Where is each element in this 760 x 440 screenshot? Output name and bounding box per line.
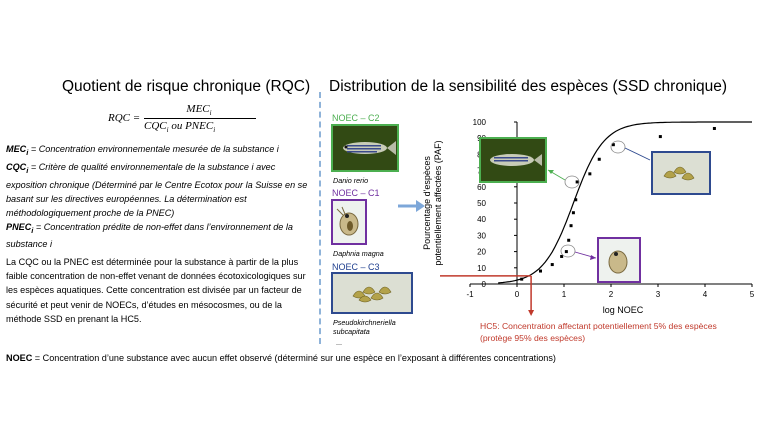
data-point bbox=[564, 250, 568, 254]
data-point bbox=[520, 277, 524, 281]
x-tick-label: 3 bbox=[656, 290, 661, 299]
y-axis-label-line1: Pourcentage d'espèces bbox=[422, 156, 432, 250]
species-pseudokirchneriella: Pseudokirchneriella subcapitata bbox=[333, 318, 396, 336]
photo-label-c2: NOEC – C2 bbox=[332, 113, 380, 123]
definition-mec: MECi = Concentration environnementale me… bbox=[6, 144, 279, 157]
flow-arrow-icon bbox=[398, 200, 425, 212]
formula-denominator: CQCi ou PNECi bbox=[144, 120, 216, 135]
data-point bbox=[658, 135, 662, 139]
data-point bbox=[567, 238, 571, 242]
hc5-line1: HC5: Concentration affectant potentielle… bbox=[480, 321, 717, 331]
y-tick-label: 20 bbox=[477, 248, 486, 257]
data-point bbox=[574, 198, 578, 202]
photo-label-c1: NOEC – C1 bbox=[332, 188, 380, 198]
x-axis-label: log NOEC bbox=[603, 305, 644, 315]
annotation-markers bbox=[547, 140, 651, 260]
inset-photo-daphnia bbox=[597, 237, 641, 283]
y-tick-label: 0 bbox=[482, 280, 487, 289]
x-tick-label: 1 bbox=[562, 290, 567, 299]
panel-divider bbox=[319, 92, 321, 344]
definition-pnec: PNECi = Concentration prédite de non-eff… bbox=[6, 221, 293, 250]
daphnia-image bbox=[333, 201, 365, 243]
y-tick-label: 10 bbox=[477, 264, 486, 273]
y-tick-label: 100 bbox=[473, 118, 487, 127]
explanation-paragraph: La CQC ou la PNEC est déterminée pour la… bbox=[6, 257, 306, 324]
photo-daphnia-magna bbox=[331, 199, 367, 245]
x-tick-label: -1 bbox=[466, 290, 474, 299]
x-tick-label: 0 bbox=[515, 290, 520, 299]
inset-photo-fish bbox=[479, 137, 547, 183]
right-title: Distribution de la sensibilité des espèc… bbox=[329, 78, 728, 95]
y-tick-label: 60 bbox=[477, 183, 486, 192]
left-title: Quotient de risque chronique (RQC) bbox=[62, 78, 311, 95]
photo-label-c3: NOEC – C3 bbox=[332, 262, 380, 272]
chart-plot-area: -10123450102030405060708090100log NOECPo… bbox=[422, 118, 755, 316]
ssd-chart: -10123450102030405060708090100log NOECPo… bbox=[422, 118, 755, 316]
algae-image bbox=[333, 274, 411, 312]
x-tick-label: 5 bbox=[750, 290, 755, 299]
definitions-block: MECi = Concentration environnementale me… bbox=[6, 142, 312, 251]
x-tick-label: 2 bbox=[609, 290, 614, 299]
species-daphnia: Daphnia magna bbox=[333, 249, 384, 258]
data-point bbox=[560, 254, 564, 258]
data-point bbox=[575, 180, 579, 184]
data-point bbox=[571, 211, 575, 215]
ssd-curve bbox=[498, 121, 752, 284]
photo-pseudokirchneriella bbox=[331, 272, 413, 314]
species-danio: Danio rerio bbox=[333, 176, 369, 185]
hc5-arrowhead bbox=[528, 310, 535, 316]
fish-image bbox=[333, 126, 397, 170]
x-tick-label: 4 bbox=[703, 290, 708, 299]
data-point bbox=[611, 143, 615, 147]
noec-definition: NOEC = Concentration d’une substance ave… bbox=[6, 353, 556, 363]
inset-photo-algae bbox=[651, 151, 711, 195]
ellipsis-text: ... bbox=[336, 338, 342, 347]
data-point bbox=[539, 269, 542, 273]
hc5-line2: (protège 95% des espèces) bbox=[480, 332, 586, 343]
y-axis-label-line2: potentiellement affectées (PAF) bbox=[433, 140, 443, 265]
photo-danio-rerio bbox=[331, 124, 399, 172]
y-tick-label: 30 bbox=[477, 231, 486, 240]
data-point bbox=[550, 263, 554, 267]
y-tick-label: 50 bbox=[477, 199, 486, 208]
data-point bbox=[597, 157, 601, 161]
data-point bbox=[712, 126, 716, 130]
rqc-formula: RQC = MECi CQCi ou PNECi bbox=[108, 103, 256, 137]
formula-lhs: RQC = bbox=[108, 112, 141, 124]
formula-numerator: MECi bbox=[186, 103, 212, 118]
definition-cqc: CQCi = Critère de qualité environnementa… bbox=[6, 161, 308, 218]
data-point bbox=[569, 224, 573, 228]
hc5-annotation: HC5: Concentration affectant potentielle… bbox=[480, 321, 740, 344]
data-point bbox=[588, 172, 592, 176]
y-tick-label: 40 bbox=[477, 215, 486, 224]
fraction-bar bbox=[144, 118, 256, 119]
